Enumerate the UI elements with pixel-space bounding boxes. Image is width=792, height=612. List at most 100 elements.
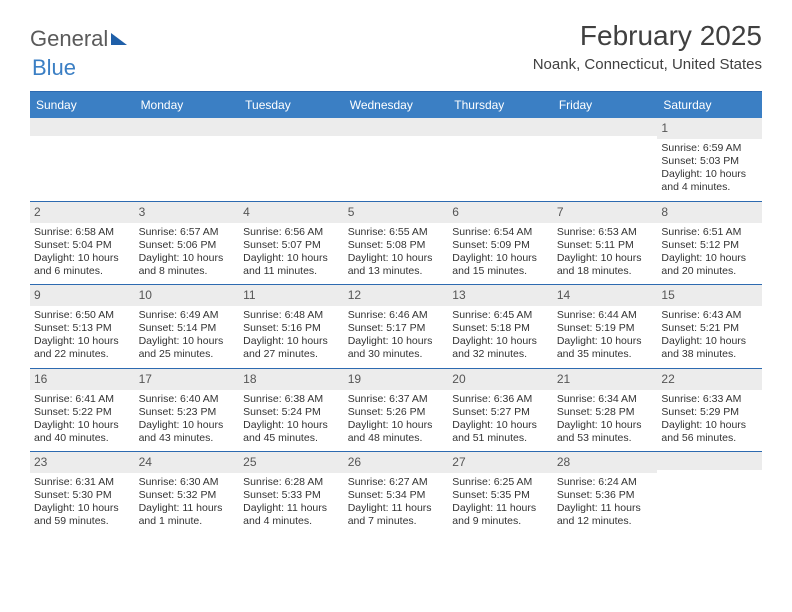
calendar-cell: 9Sunrise: 6:50 AMSunset: 5:13 PMDaylight… — [30, 285, 135, 368]
logo-sail-icon — [111, 33, 127, 45]
daylight-text: Daylight: 10 hours and 32 minutes. — [452, 335, 549, 361]
daylight-text: Daylight: 11 hours and 1 minute. — [139, 502, 236, 528]
day-number: 27 — [448, 452, 553, 473]
daylight-text: Daylight: 10 hours and 25 minutes. — [139, 335, 236, 361]
sunset-text: Sunset: 5:17 PM — [348, 322, 445, 335]
calendar-cell-empty — [135, 118, 240, 201]
sunset-text: Sunset: 5:16 PM — [243, 322, 340, 335]
calendar-cell: 19Sunrise: 6:37 AMSunset: 5:26 PMDayligh… — [344, 369, 449, 452]
sunrise-text: Sunrise: 6:37 AM — [348, 393, 445, 406]
day-number-bar — [239, 118, 344, 136]
calendar-week-row: 23Sunrise: 6:31 AMSunset: 5:30 PMDayligh… — [30, 452, 762, 535]
daylight-text: Daylight: 10 hours and 27 minutes. — [243, 335, 340, 361]
calendar-cell: 4Sunrise: 6:56 AMSunset: 5:07 PMDaylight… — [239, 202, 344, 285]
calendar-cell-empty — [344, 118, 449, 201]
day-number: 7 — [553, 202, 658, 223]
sunrise-text: Sunrise: 6:44 AM — [557, 309, 654, 322]
calendar-cell: 3Sunrise: 6:57 AMSunset: 5:06 PMDaylight… — [135, 202, 240, 285]
sunrise-text: Sunrise: 6:28 AM — [243, 476, 340, 489]
daylight-text: Daylight: 10 hours and 20 minutes. — [661, 252, 758, 278]
calendar-cell: 18Sunrise: 6:38 AMSunset: 5:24 PMDayligh… — [239, 369, 344, 452]
day-number: 20 — [448, 369, 553, 390]
calendar-cell-empty — [30, 118, 135, 201]
sunset-text: Sunset: 5:23 PM — [139, 406, 236, 419]
day-number-bar — [135, 118, 240, 136]
day-number: 13 — [448, 285, 553, 306]
daylight-text: Daylight: 10 hours and 11 minutes. — [243, 252, 340, 278]
daylight-text: Daylight: 11 hours and 4 minutes. — [243, 502, 340, 528]
daylight-text: Daylight: 10 hours and 53 minutes. — [557, 419, 654, 445]
sunrise-text: Sunrise: 6:56 AM — [243, 226, 340, 239]
sunrise-text: Sunrise: 6:58 AM — [34, 226, 131, 239]
sunrise-text: Sunrise: 6:48 AM — [243, 309, 340, 322]
daylight-text: Daylight: 11 hours and 7 minutes. — [348, 502, 445, 528]
calendar-cell: 8Sunrise: 6:51 AMSunset: 5:12 PMDaylight… — [657, 202, 762, 285]
calendar-cell-empty — [448, 118, 553, 201]
sunrise-text: Sunrise: 6:59 AM — [661, 142, 758, 155]
daylight-text: Daylight: 10 hours and 59 minutes. — [34, 502, 131, 528]
daylight-text: Daylight: 10 hours and 35 minutes. — [557, 335, 654, 361]
day-number: 5 — [344, 202, 449, 223]
sunset-text: Sunset: 5:36 PM — [557, 489, 654, 502]
daylight-text: Daylight: 10 hours and 51 minutes. — [452, 419, 549, 445]
daylight-text: Daylight: 10 hours and 40 minutes. — [34, 419, 131, 445]
logo-word2: Blue — [32, 55, 76, 80]
sunrise-text: Sunrise: 6:33 AM — [661, 393, 758, 406]
sunset-text: Sunset: 5:34 PM — [348, 489, 445, 502]
sunset-text: Sunset: 5:29 PM — [661, 406, 758, 419]
daylight-text: Daylight: 11 hours and 9 minutes. — [452, 502, 549, 528]
day-number: 1 — [657, 118, 762, 139]
day-number: 28 — [553, 452, 658, 473]
sunset-text: Sunset: 5:28 PM — [557, 406, 654, 419]
sunrise-text: Sunrise: 6:54 AM — [452, 226, 549, 239]
day-number-bar — [657, 452, 762, 470]
calendar-cell: 1Sunrise: 6:59 AMSunset: 5:03 PMDaylight… — [657, 118, 762, 201]
calendar-cell: 22Sunrise: 6:33 AMSunset: 5:29 PMDayligh… — [657, 369, 762, 452]
daylight-text: Daylight: 10 hours and 38 minutes. — [661, 335, 758, 361]
daylight-text: Daylight: 10 hours and 13 minutes. — [348, 252, 445, 278]
sunset-text: Sunset: 5:14 PM — [139, 322, 236, 335]
calendar-cell: 15Sunrise: 6:43 AMSunset: 5:21 PMDayligh… — [657, 285, 762, 368]
calendar-cell-empty — [239, 118, 344, 201]
month-title: February 2025 — [533, 20, 762, 52]
sunset-text: Sunset: 5:04 PM — [34, 239, 131, 252]
sunrise-text: Sunrise: 6:55 AM — [348, 226, 445, 239]
sunrise-text: Sunrise: 6:49 AM — [139, 309, 236, 322]
day-number: 18 — [239, 369, 344, 390]
sunrise-text: Sunrise: 6:41 AM — [34, 393, 131, 406]
daylight-text: Daylight: 10 hours and 15 minutes. — [452, 252, 549, 278]
day-number: 11 — [239, 285, 344, 306]
sunrise-text: Sunrise: 6:25 AM — [452, 476, 549, 489]
daylight-text: Daylight: 10 hours and 22 minutes. — [34, 335, 131, 361]
calendar-cell-empty — [553, 118, 658, 201]
title-block: February 2025 Noank, Connecticut, United… — [533, 20, 762, 73]
calendar-cell: 24Sunrise: 6:30 AMSunset: 5:32 PMDayligh… — [135, 452, 240, 535]
day-number: 25 — [239, 452, 344, 473]
day-number: 3 — [135, 202, 240, 223]
weekday-tuesday: Tuesday — [239, 92, 344, 118]
sunset-text: Sunset: 5:32 PM — [139, 489, 236, 502]
sunset-text: Sunset: 5:35 PM — [452, 489, 549, 502]
sunset-text: Sunset: 5:24 PM — [243, 406, 340, 419]
day-number: 26 — [344, 452, 449, 473]
calendar-cell: 16Sunrise: 6:41 AMSunset: 5:22 PMDayligh… — [30, 369, 135, 452]
sunset-text: Sunset: 5:13 PM — [34, 322, 131, 335]
sunrise-text: Sunrise: 6:50 AM — [34, 309, 131, 322]
day-number-bar — [30, 118, 135, 136]
sunset-text: Sunset: 5:06 PM — [139, 239, 236, 252]
weekday-header-row: Sunday Monday Tuesday Wednesday Thursday… — [30, 92, 762, 118]
day-number: 17 — [135, 369, 240, 390]
weekday-friday: Friday — [553, 92, 658, 118]
sunrise-text: Sunrise: 6:27 AM — [348, 476, 445, 489]
calendar-cell: 25Sunrise: 6:28 AMSunset: 5:33 PMDayligh… — [239, 452, 344, 535]
weekday-sunday: Sunday — [30, 92, 135, 118]
day-number: 4 — [239, 202, 344, 223]
sunset-text: Sunset: 5:22 PM — [34, 406, 131, 419]
calendar-cell: 5Sunrise: 6:55 AMSunset: 5:08 PMDaylight… — [344, 202, 449, 285]
calendar-cell: 7Sunrise: 6:53 AMSunset: 5:11 PMDaylight… — [553, 202, 658, 285]
location-text: Noank, Connecticut, United States — [533, 56, 762, 73]
sunrise-text: Sunrise: 6:38 AM — [243, 393, 340, 406]
sunset-text: Sunset: 5:12 PM — [661, 239, 758, 252]
calendar-cell: 26 Sunrise: 6:27 AMSunset: 5:34 PMDayligh… — [344, 452, 449, 535]
calendar-cell: 6Sunrise: 6:54 AMSunset: 5:09 PMDaylight… — [448, 202, 553, 285]
